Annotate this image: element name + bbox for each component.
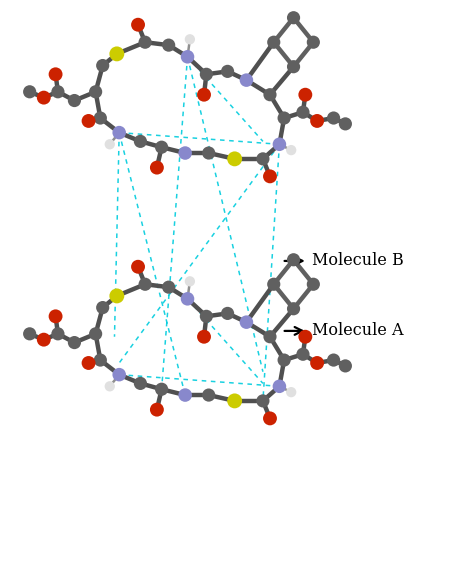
Point (85, 358, 92, 367)
Point (141, 38, 149, 47)
Point (106, 381, 114, 391)
Text: Molecule A: Molecule A (312, 322, 404, 339)
Point (301, 90, 309, 100)
Point (97, 113, 104, 122)
Point (153, 405, 161, 414)
Point (184, 294, 191, 304)
Point (26, 329, 34, 339)
Point (224, 67, 231, 76)
Point (113, 291, 120, 301)
Point (134, 262, 142, 271)
Point (92, 329, 100, 339)
Point (182, 148, 189, 158)
Point (266, 172, 274, 181)
Point (313, 358, 321, 367)
Point (40, 335, 47, 345)
Point (182, 390, 189, 400)
Point (40, 93, 47, 103)
Point (202, 312, 210, 321)
Point (99, 61, 107, 70)
Point (342, 361, 349, 370)
Point (106, 139, 114, 149)
Point (54, 329, 62, 339)
Point (54, 87, 62, 97)
Point (330, 355, 337, 364)
Point (85, 116, 92, 125)
Point (266, 414, 274, 423)
Point (287, 145, 295, 155)
Point (71, 96, 78, 105)
Point (186, 35, 194, 44)
Point (92, 87, 100, 97)
Point (270, 280, 278, 289)
Point (224, 309, 231, 318)
Point (243, 76, 250, 85)
Point (259, 154, 267, 163)
Point (52, 312, 59, 321)
Point (290, 13, 297, 22)
Text: Molecule B: Molecule B (312, 253, 404, 270)
Point (99, 303, 107, 312)
Point (205, 390, 212, 400)
Point (186, 277, 194, 286)
Point (310, 38, 317, 47)
Point (137, 379, 144, 388)
Point (202, 70, 210, 79)
Point (280, 355, 288, 364)
Point (231, 396, 238, 406)
Point (153, 163, 161, 172)
Point (313, 116, 321, 125)
Point (243, 318, 250, 327)
Point (26, 87, 34, 97)
Point (184, 52, 191, 62)
Point (205, 148, 212, 158)
Point (290, 62, 297, 71)
Point (231, 154, 238, 163)
Point (158, 384, 165, 394)
Point (299, 350, 307, 359)
Point (71, 338, 78, 347)
Point (259, 396, 267, 406)
Point (342, 119, 349, 128)
Point (141, 280, 149, 289)
Point (113, 49, 120, 59)
Point (301, 332, 309, 342)
Point (275, 139, 283, 149)
Point (200, 332, 208, 342)
Point (115, 370, 123, 379)
Point (134, 20, 142, 29)
Point (200, 90, 208, 100)
Point (299, 107, 307, 117)
Point (330, 113, 337, 122)
Point (310, 280, 317, 289)
Point (137, 137, 144, 146)
Point (115, 128, 123, 137)
Point (52, 70, 59, 79)
Point (266, 332, 274, 342)
Point (97, 355, 104, 364)
Point (280, 113, 288, 122)
Point (290, 304, 297, 314)
Point (290, 255, 297, 264)
Point (270, 38, 278, 47)
Point (158, 142, 165, 152)
Point (266, 90, 274, 100)
Point (287, 387, 295, 397)
Point (165, 282, 173, 292)
Point (275, 381, 283, 391)
Point (165, 40, 173, 50)
